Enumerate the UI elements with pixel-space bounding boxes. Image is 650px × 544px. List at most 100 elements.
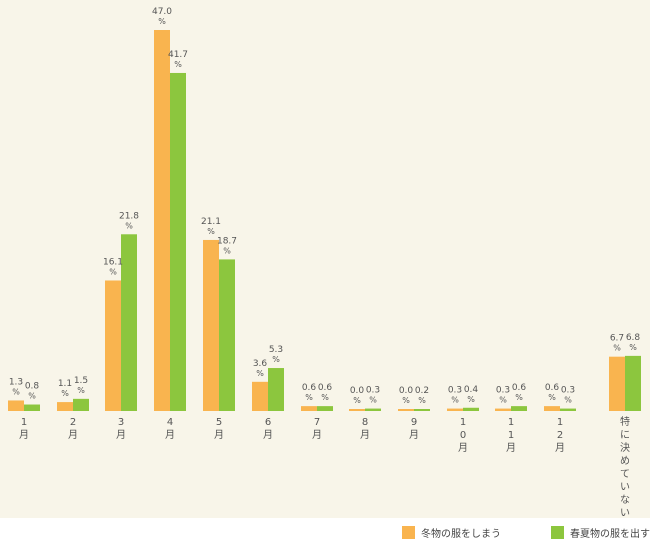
legend-label-spring: 春夏物の服を出す — [570, 528, 650, 540]
value-unit-spring-1: % — [77, 386, 85, 395]
bar-spring-3 — [170, 72, 186, 411]
value-label-spring-8: 0.2 — [415, 386, 429, 396]
bar-spring-5 — [268, 368, 284, 411]
value-unit-spring-12: % — [629, 343, 637, 352]
value-label-spring-2: 21.8 — [119, 211, 139, 221]
bar-winter-0 — [8, 400, 24, 411]
value-label-winter-11: 0.6 — [545, 383, 560, 393]
value-unit-winter-9: % — [451, 396, 459, 405]
value-labels-group: 1.3%0.8%1.1%1.5%16.1%21.8%47.0%41.7%21.1… — [9, 7, 641, 405]
value-label-winter-6: 0.6 — [302, 383, 317, 393]
value-unit-winter-5: % — [256, 369, 264, 378]
legend-swatch-spring — [551, 525, 564, 539]
value-unit-winter-2: % — [109, 267, 117, 276]
value-label-spring-1: 1.5 — [74, 376, 88, 386]
value-unit-spring-7: % — [369, 396, 377, 405]
value-unit-spring-4: % — [223, 246, 231, 255]
value-label-winter-2: 16.1 — [103, 257, 123, 267]
value-unit-winter-4: % — [207, 227, 215, 236]
bar-winter-2 — [105, 280, 121, 411]
value-label-spring-9: 0.4 — [464, 385, 479, 395]
value-label-winter-9: 0.3 — [448, 386, 462, 396]
value-label-spring-4: 18.7 — [217, 236, 237, 246]
value-unit-winter-12: % — [613, 344, 621, 353]
bar-winter-1 — [57, 402, 73, 411]
bar-winter-6 — [301, 406, 317, 411]
value-label-spring-12: 6.8 — [626, 333, 641, 343]
value-unit-winter-3: % — [158, 17, 166, 26]
value-label-winter-7: 0.0 — [350, 386, 365, 396]
chart-area: 1.3% 0.8% 1.1% 1.5% 16.1% 21.8% 47.0% 41.7% 21.1… — [8, 7, 641, 519]
bar-winter-12 — [609, 356, 625, 411]
value-label-winter-10: 0.3 — [496, 386, 510, 396]
value-unit-winter-7: % — [353, 396, 361, 405]
value-label-winter-5: 3.6 — [253, 359, 268, 369]
value-unit-spring-10: % — [515, 393, 523, 402]
value-unit-spring-0: % — [28, 392, 36, 401]
category-labels-group: 1 月 2 月 3 月 4 月 5 月 6 月 7 月 8 月 9 月 1 0 月 1 1 月 1 2 月 特に決めていない — [19, 416, 630, 519]
value-unit-spring-11: % — [564, 396, 572, 405]
bar-chart: 1.3%0.8%1.1%1.5%16.1%21.8%47.0%41.7%21.1… — [8, 7, 641, 519]
value-label-winter-0: 1.3 — [9, 377, 23, 387]
value-label-winter-4: 21.1 — [201, 217, 221, 227]
value-unit-winter-1: % — [61, 389, 69, 398]
legend: 冬物の服をしまう 春夏物の服を出す — [0, 518, 650, 544]
legend-swatch-winter — [402, 525, 415, 539]
bar-spring-4 — [219, 259, 235, 411]
value-label-spring-3: 41.7 — [168, 50, 188, 60]
bar-spring-0 — [24, 404, 40, 411]
value-label-spring-11: 0.3 — [561, 386, 575, 396]
legend-item-winter: 冬物の服をしまう — [402, 524, 501, 540]
value-unit-winter-10: % — [499, 396, 507, 405]
bar-spring-7 — [365, 408, 381, 411]
bar-winter-7 — [349, 409, 365, 411]
value-label-winter-8: 0.0 — [399, 386, 414, 396]
bar-spring-8 — [414, 409, 430, 411]
bar-winter-10 — [495, 408, 511, 411]
value-unit-spring-9: % — [467, 395, 475, 404]
bar-spring-11 — [560, 408, 576, 411]
bar-winter-5 — [252, 381, 268, 411]
value-label-winter-12: 6.7 — [610, 334, 624, 344]
bar-spring-1 — [73, 398, 89, 411]
bar-spring-6 — [317, 406, 333, 411]
bar-winter-11 — [544, 406, 560, 411]
value-unit-spring-2: % — [125, 221, 133, 230]
bars-group — [8, 30, 641, 411]
value-unit-spring-3: % — [174, 60, 182, 69]
value-label-winter-1: 1.1 — [58, 379, 72, 389]
bar-spring-10 — [511, 406, 527, 411]
bar-winter-9 — [447, 408, 463, 411]
value-unit-winter-8: % — [402, 396, 410, 405]
bar-spring-12 — [625, 355, 641, 411]
value-label-spring-5: 5.3 — [269, 345, 283, 355]
bar-spring-2 — [121, 234, 137, 411]
value-unit-spring-6: % — [321, 393, 329, 402]
bar-winter-8 — [398, 409, 414, 411]
bar-spring-9 — [463, 407, 479, 411]
value-label-winter-3: 47.0 — [152, 7, 172, 17]
value-unit-winter-0: % — [12, 387, 20, 396]
value-unit-winter-11: % — [548, 393, 556, 402]
value-unit-spring-5: % — [272, 355, 280, 364]
category-label-12: 特に決めていない — [620, 416, 630, 518]
value-label-spring-0: 0.8 — [25, 382, 40, 392]
value-unit-spring-8: % — [418, 396, 426, 405]
value-unit-winter-6: % — [305, 393, 313, 402]
bar-winter-3 — [154, 30, 170, 411]
value-label-spring-6: 0.6 — [318, 383, 333, 393]
legend-label-winter: 冬物の服をしまう — [421, 528, 501, 540]
bar-winter-4 — [203, 239, 219, 411]
legend-item-spring: 春夏物の服を出す — [551, 524, 650, 540]
